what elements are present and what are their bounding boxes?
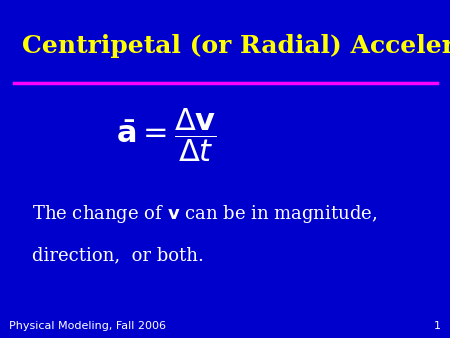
Text: direction,  or both.: direction, or both. <box>32 247 203 265</box>
Text: Physical Modeling, Fall 2006: Physical Modeling, Fall 2006 <box>9 321 166 331</box>
Text: Centripetal (or Radial) Acceleration: Centripetal (or Radial) Acceleration <box>22 34 450 58</box>
Text: The change of $\mathbf{v}$ can be in magnitude,: The change of $\mathbf{v}$ can be in mag… <box>32 203 377 225</box>
Text: 1: 1 <box>434 321 441 331</box>
Text: $\mathbf{\bar{a}} = \dfrac{\Delta \mathbf{v}}{\Delta \mathit{t}}$: $\mathbf{\bar{a}} = \dfrac{\Delta \mathb… <box>116 106 217 164</box>
